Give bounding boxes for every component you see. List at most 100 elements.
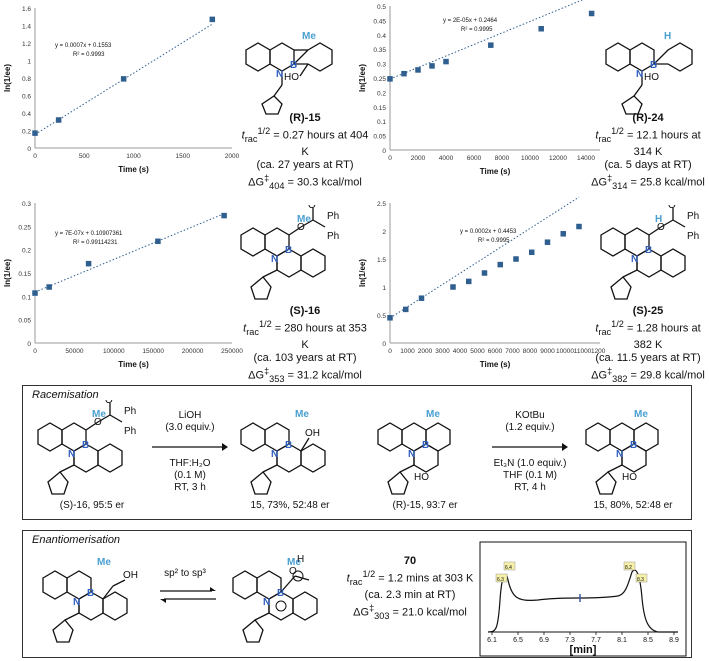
b-label: B (285, 440, 292, 451)
t-half: trac1/2 = 1.2 mins at 303 K (346, 569, 474, 587)
y-tick-label: 0.15 (18, 271, 31, 278)
ph-label-2: Ph (327, 231, 339, 242)
rt-estimate: (ca. 2.3 min at RT) (364, 588, 456, 601)
racemisation-product-left: Me B N OH (240, 409, 326, 495)
b-label: B (630, 440, 637, 451)
annotation-r24: (R)-24 trac1/2 = 12.1 hours at 314 K (ca… (587, 112, 709, 193)
molecule-s16: Me B N O O Ph Ph (240, 205, 339, 300)
y-tick-label: 0.3 (377, 62, 386, 69)
x-tick-label: 0 (388, 348, 392, 355)
data-point (443, 58, 449, 65)
x-axis-title: Time (s) (118, 360, 149, 369)
oh-label: OH (305, 428, 320, 439)
me-label: Me (97, 557, 111, 568)
x-tick-label: 12000 (549, 155, 567, 162)
left-reagent: LiOH (178, 410, 202, 421)
y-tick-label: 0.25 (18, 224, 31, 231)
delta-g: ΔG‡382 = 29.8 kcal/mol (591, 365, 705, 384)
data-point (120, 76, 127, 82)
racemisation-start-left: Me B N O O Ph Ph (37, 400, 136, 495)
r2-label: R² = 0.9995 (478, 238, 510, 244)
hplc-xlabel: [min] (570, 644, 597, 656)
x-axis-title: Time (s) (480, 360, 511, 369)
equation-label: y = 2E-05x + 0.2464 (443, 18, 498, 24)
hplc-trace: 6.1 6.5 6.9 7.3 7.7 8.1 8.5 8.9 6.3 6.4 8.2 8.3… (479, 541, 687, 657)
x-tick-label: 50000 (65, 348, 83, 355)
data-point (450, 284, 456, 290)
data-point (418, 295, 425, 301)
compound-label: (R)-24 (632, 112, 664, 124)
y-tick-label: 0 (382, 341, 386, 348)
o-label-2: O (308, 205, 316, 211)
h-label: H (655, 214, 662, 225)
ph-label: Ph (327, 211, 339, 222)
data-point (576, 223, 582, 230)
n-label: N (636, 69, 643, 80)
y-tick-label: 1.5 (377, 257, 386, 264)
enantiomerisation-box (22, 530, 692, 658)
data-point (32, 290, 38, 296)
right-base: Et₃N (1.0 equiv.) (493, 458, 567, 469)
y-tick-label: 0.6 (22, 94, 31, 101)
racemisation-box (22, 385, 692, 520)
rt-estimate: (ca. 5 days at RT) (604, 158, 692, 171)
ho-label: HO (284, 72, 299, 83)
x-tick-label: 0 (388, 155, 392, 162)
y-tick-label: 0.2 (22, 248, 31, 255)
me-label: Me (302, 31, 316, 42)
x-tick-label: 9000 (540, 348, 555, 355)
ho-label: HO (622, 472, 637, 483)
equation-label: y = 7E-07x + 0.10907361 (55, 231, 123, 237)
data-point (209, 16, 216, 23)
y-axis-title: ln(1/ee) (3, 64, 12, 92)
x-tick-label: 200000 (182, 348, 204, 355)
x-tick-label: 7000 (505, 348, 520, 355)
trendline (34, 213, 225, 293)
right-solvent: THF (0.1 M) (503, 470, 557, 481)
n-label: N (68, 449, 75, 460)
x-tick-label: 12000 (591, 348, 605, 355)
x-tick-label: 8000 (523, 348, 538, 355)
b-label: B (290, 60, 297, 71)
annotation-r15: (R)-15 trac1/2 = 0.27 hours at 404 K (ca… (240, 112, 370, 193)
b-label: B (277, 588, 284, 599)
x-tick-label: 1000 (400, 348, 415, 355)
o-label: O (289, 566, 297, 577)
equilibrium-arrows (160, 587, 216, 603)
y-tick-label: 0 (27, 146, 31, 153)
data-point (403, 306, 409, 313)
data-point (481, 270, 488, 276)
data-point (497, 261, 503, 268)
ph-label: Ph (687, 211, 699, 222)
y-tick-label: 2.5 (377, 201, 386, 208)
t-half: trac1/2 = 280 hours at 353 K (243, 319, 367, 351)
data-point (544, 239, 551, 245)
racemisation-title: Racemisation (32, 389, 99, 401)
rt-estimate: (ca. 11.5 years at RT) (595, 351, 701, 364)
h-label: H (297, 554, 304, 565)
trendline (389, 0, 584, 80)
o-label-2: O (668, 205, 676, 211)
racemisation-arrow-left (152, 443, 228, 451)
y-tick-label: 1 (27, 59, 31, 66)
y-tick-label: 2 (382, 229, 386, 236)
compound-label: 70 (403, 555, 417, 567)
data-point (32, 130, 38, 136)
racemisation-product-right: Me B N HO (585, 409, 659, 495)
x-axis-title: Time (s) (118, 165, 149, 174)
b-label: B (422, 440, 429, 451)
hplc-tick-label: 6.5 (513, 637, 523, 644)
o-label: O (94, 417, 102, 428)
y-tick-label: 0.25 (373, 76, 386, 83)
n-label: N (631, 254, 638, 265)
b-label: B (82, 440, 89, 451)
x-axis-title: Time (s) (480, 167, 511, 176)
n-label: N (408, 449, 415, 460)
y-tick-label: 0.5 (377, 4, 386, 11)
x-tick-label: 10000 (556, 348, 574, 355)
rt-estimate: (ca. 103 years at RT) (253, 351, 357, 364)
data-point (387, 315, 393, 321)
annotation-70: 70 trac1/2 = 1.2 mins at 303 K (ca. 2.3 … (345, 555, 475, 623)
hplc-tick-label: 7.7 (591, 637, 601, 644)
y-tick-label: 0.8 (22, 76, 31, 83)
